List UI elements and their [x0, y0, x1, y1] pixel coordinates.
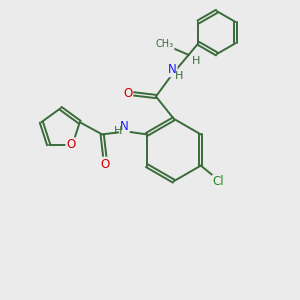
- Text: O: O: [123, 87, 132, 100]
- Text: O: O: [100, 158, 110, 171]
- Text: Cl: Cl: [213, 176, 224, 188]
- Text: H: H: [175, 71, 183, 81]
- Text: O: O: [66, 138, 76, 151]
- Text: CH₃: CH₃: [156, 40, 174, 50]
- Text: H: H: [192, 56, 200, 66]
- Text: H: H: [113, 126, 122, 136]
- Text: N: N: [120, 120, 129, 133]
- Text: N: N: [168, 63, 177, 76]
